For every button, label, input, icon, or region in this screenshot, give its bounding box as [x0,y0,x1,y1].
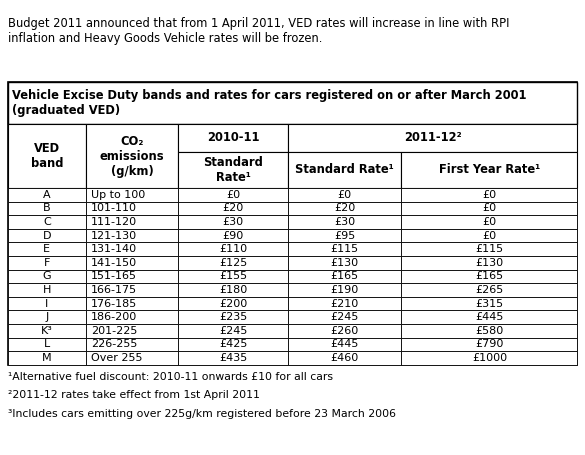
Text: £265: £265 [475,285,504,295]
Text: £0: £0 [482,203,497,213]
Text: £0: £0 [226,190,240,200]
Text: £425: £425 [219,339,247,349]
Text: 151-165: 151-165 [91,272,137,281]
Text: £315: £315 [475,298,504,308]
Text: 2011-12²: 2011-12² [404,131,462,144]
Text: £125: £125 [219,258,247,268]
Text: 101-110: 101-110 [91,203,137,213]
Text: £245: £245 [331,312,359,322]
Text: C: C [43,217,51,227]
Text: 131-140: 131-140 [91,244,137,254]
Text: £110: £110 [219,244,247,254]
Text: G: G [43,272,51,281]
Text: £115: £115 [475,244,504,254]
Text: £30: £30 [334,217,355,227]
Text: 121-130: 121-130 [91,231,137,241]
Text: £235: £235 [219,312,247,322]
Text: £90: £90 [222,231,244,241]
Text: Standard Rate¹: Standard Rate¹ [295,163,394,176]
Text: ³Includes cars emitting over 225g/km registered before 23 March 2006: ³Includes cars emitting over 225g/km reg… [8,409,395,419]
Text: £20: £20 [222,203,244,213]
Text: £180: £180 [219,285,247,295]
Text: L: L [44,339,50,349]
Text: £435: £435 [219,353,247,363]
Text: 2010-11: 2010-11 [207,131,259,144]
Text: J: J [45,312,49,322]
Text: 141-150: 141-150 [91,258,137,268]
Text: B: B [43,203,51,213]
Text: 111-120: 111-120 [91,217,137,227]
Text: Over 255: Over 255 [91,353,142,363]
Text: M: M [42,353,51,363]
Text: £0: £0 [482,231,497,241]
Text: £155: £155 [219,272,247,281]
Text: First Year Rate¹: First Year Rate¹ [439,163,540,176]
Text: Up to 100: Up to 100 [91,190,145,200]
Text: £245: £245 [219,326,247,336]
Text: £130: £130 [331,258,359,268]
Text: 201-225: 201-225 [91,326,137,336]
Text: £0: £0 [338,190,352,200]
Text: £95: £95 [334,231,355,241]
Text: £200: £200 [219,298,247,308]
Text: H: H [43,285,51,295]
Text: £0: £0 [482,217,497,227]
Text: £445: £445 [475,312,504,322]
Text: £460: £460 [331,353,359,363]
Text: K³: K³ [41,326,53,336]
Text: £790: £790 [475,339,504,349]
Text: £1000: £1000 [472,353,507,363]
Text: Standard
Rate¹: Standard Rate¹ [203,156,263,184]
Text: I: I [45,298,49,308]
Text: 166-175: 166-175 [91,285,137,295]
Text: VED
band: VED band [30,142,63,170]
Text: £165: £165 [331,272,359,281]
Text: £165: £165 [475,272,504,281]
Text: E: E [43,244,50,254]
Text: £260: £260 [331,326,359,336]
Text: CO₂
emissions
(g/km): CO₂ emissions (g/km) [100,135,164,177]
Text: £210: £210 [331,298,359,308]
Text: £20: £20 [334,203,355,213]
Text: D: D [43,231,51,241]
Text: Vehicle Excise Duty bands and rates for cars registered on or after March 2001
(: Vehicle Excise Duty bands and rates for … [12,89,526,117]
Text: £580: £580 [475,326,504,336]
Text: 176-185: 176-185 [91,298,137,308]
Text: Budget 2011 announced that from 1 April 2011, VED rates will increase in line wi: Budget 2011 announced that from 1 April … [8,17,509,46]
Text: £130: £130 [475,258,504,268]
Text: F: F [44,258,50,268]
Text: ²2011-12 rates take effect from 1st April 2011: ²2011-12 rates take effect from 1st Apri… [8,390,260,400]
Text: £190: £190 [331,285,359,295]
Text: A: A [43,190,51,200]
Text: ¹Alternative fuel discount: 2010-11 onwards £10 for all cars: ¹Alternative fuel discount: 2010-11 onwa… [8,372,333,382]
Text: £115: £115 [331,244,359,254]
Text: £445: £445 [331,339,359,349]
Text: 226-255: 226-255 [91,339,137,349]
Text: £0: £0 [482,190,497,200]
Text: £30: £30 [222,217,244,227]
Text: 186-200: 186-200 [91,312,137,322]
